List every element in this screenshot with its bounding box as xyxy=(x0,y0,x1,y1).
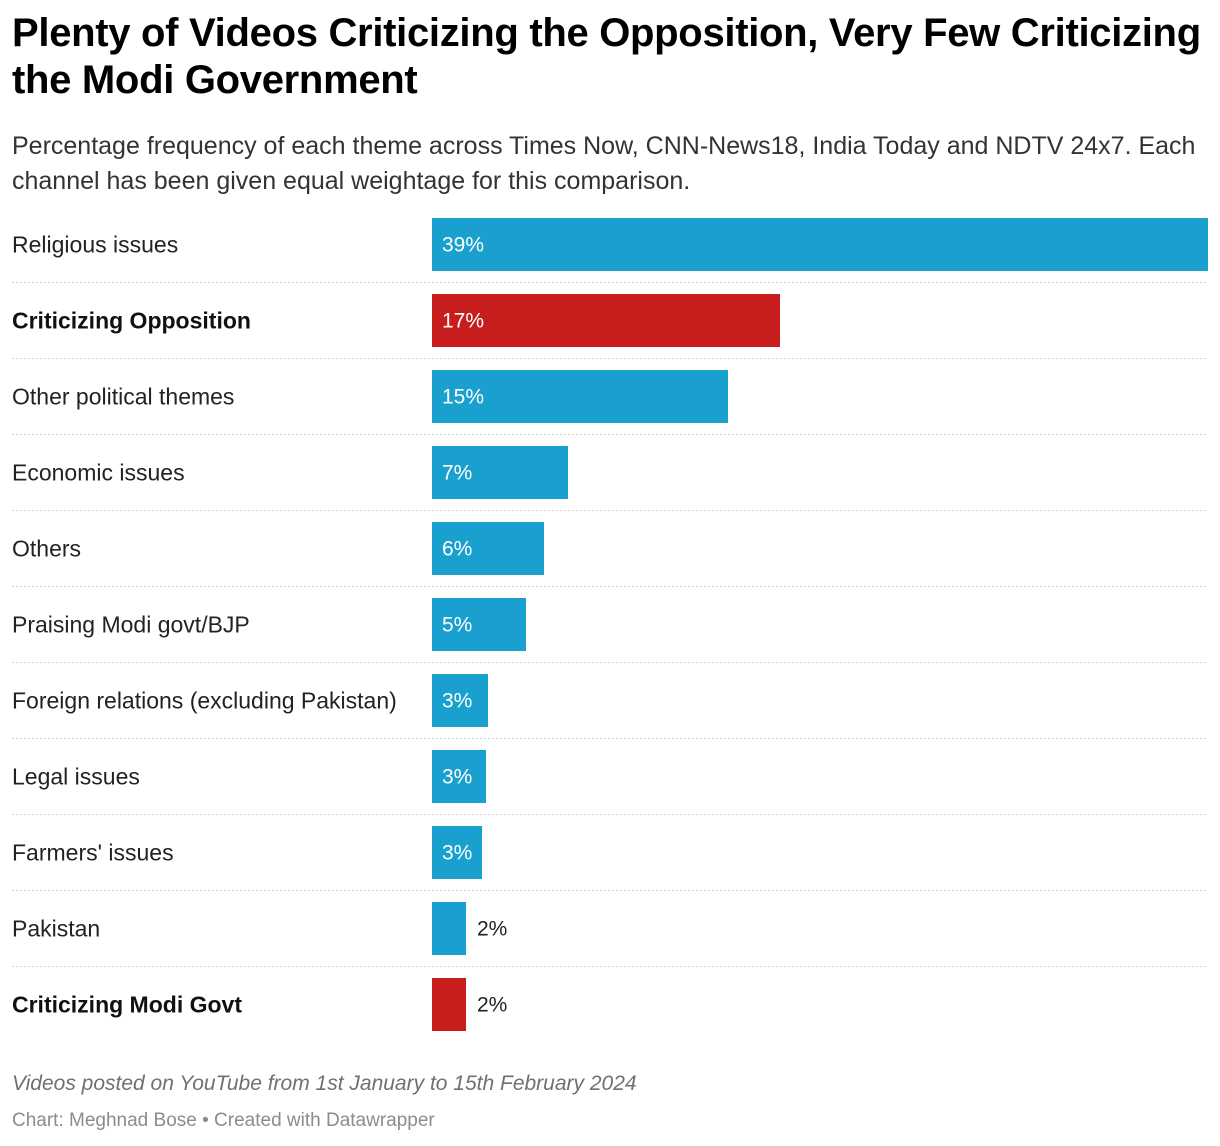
chart-subtitle: Percentage frequency of each theme acros… xyxy=(12,132,1196,195)
value-label: 3% xyxy=(442,690,472,713)
category-label: Praising Modi govt/BJP xyxy=(12,612,250,638)
category-label: Pakistan xyxy=(12,916,100,942)
bar xyxy=(432,522,544,575)
chart-notes: Videos posted on YouTube from 1st Januar… xyxy=(12,1072,637,1095)
category-label: Criticizing Opposition xyxy=(12,308,251,334)
value-label: 17% xyxy=(442,310,484,333)
bar xyxy=(432,674,488,727)
category-label: Religious issues xyxy=(12,232,178,258)
chart-title: Plenty of Videos Criticizing the Opposit… xyxy=(12,11,1201,102)
bar xyxy=(432,902,466,955)
value-label: 15% xyxy=(442,386,484,409)
bar xyxy=(432,978,466,1031)
value-label: 7% xyxy=(442,462,472,485)
category-label: Criticizing Modi Govt xyxy=(12,992,242,1018)
value-label: 2% xyxy=(477,918,507,941)
value-label: 2% xyxy=(477,994,507,1017)
category-label: Legal issues xyxy=(12,764,140,790)
value-label: 5% xyxy=(442,614,472,637)
chart-byline: Chart: Meghnad Bose • Created with Dataw… xyxy=(12,1110,435,1131)
category-label: Foreign relations (excluding Pakistan) xyxy=(12,688,397,714)
bar xyxy=(432,446,568,499)
bar xyxy=(432,598,526,651)
category-label: Other political themes xyxy=(12,384,234,410)
bar xyxy=(432,218,1208,271)
bar xyxy=(432,750,486,803)
value-label: 6% xyxy=(442,538,472,561)
bar xyxy=(432,294,780,347)
value-label: 3% xyxy=(442,842,472,865)
bar xyxy=(432,370,728,423)
category-label: Economic issues xyxy=(12,460,185,486)
category-label: Farmers' issues xyxy=(12,840,174,866)
bar xyxy=(432,826,482,879)
value-label: 3% xyxy=(442,766,472,789)
value-label: 39% xyxy=(442,234,484,257)
category-label: Others xyxy=(12,536,81,562)
